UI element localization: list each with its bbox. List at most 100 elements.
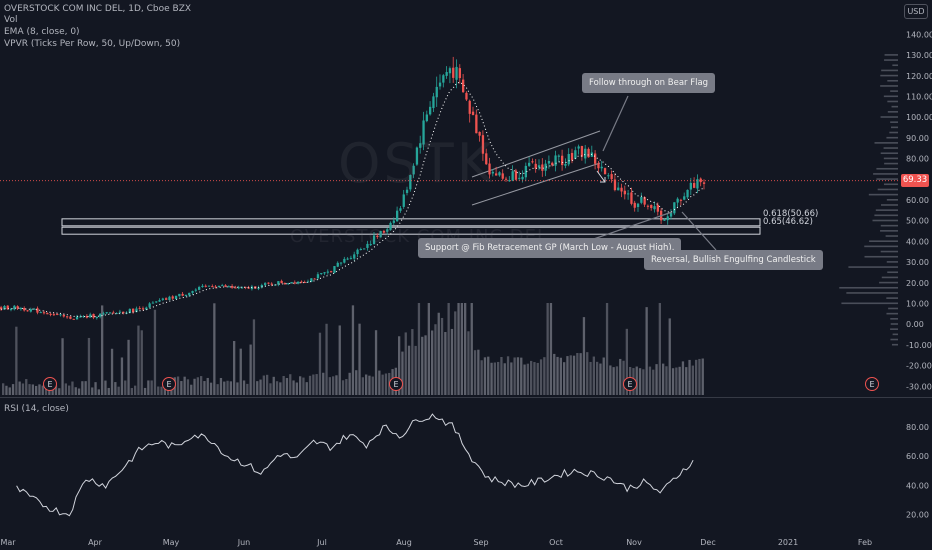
vpvr-row xyxy=(864,255,898,258)
candle-body xyxy=(260,284,263,288)
candle-body xyxy=(435,86,438,98)
rsi-legend: RSI (14, close) xyxy=(4,404,69,414)
vpvr-row xyxy=(886,136,898,139)
volume-bar xyxy=(325,323,328,395)
vpvr-row xyxy=(881,276,898,279)
candle-body xyxy=(231,286,234,288)
volume-bar xyxy=(186,379,190,395)
volume-bar xyxy=(143,387,147,395)
candle-body xyxy=(122,311,125,314)
vpvr-row xyxy=(890,318,898,320)
vpvr-row xyxy=(890,90,898,92)
volume-bar xyxy=(180,381,183,395)
candle-body xyxy=(518,177,521,179)
candle-body xyxy=(399,208,402,211)
candle-body xyxy=(300,281,303,283)
candle-body xyxy=(475,114,478,134)
volume-bar xyxy=(487,356,490,395)
volume-bar xyxy=(401,351,404,395)
candle-body xyxy=(683,196,686,200)
candle-body xyxy=(198,287,201,290)
candle-body xyxy=(277,281,280,285)
candle-body xyxy=(138,308,141,310)
volume-bar xyxy=(553,353,556,395)
candle-body xyxy=(686,189,689,198)
candle-body xyxy=(541,164,544,171)
volume-bar xyxy=(91,387,94,395)
volume-bar xyxy=(256,381,259,395)
volume-bar xyxy=(285,378,289,395)
candle-body xyxy=(293,282,296,284)
volume-bar xyxy=(510,362,513,395)
price-tick-label: 130.00 xyxy=(906,51,932,60)
candle-body xyxy=(316,274,320,279)
volume-bar xyxy=(104,380,107,395)
price-tick-label: 60.00 xyxy=(906,196,929,205)
candle-body xyxy=(339,262,343,264)
volume-bar xyxy=(279,382,282,395)
candle-body xyxy=(623,190,626,195)
candle-body xyxy=(62,314,65,317)
volume-bar xyxy=(427,303,430,395)
volume-bar xyxy=(404,332,407,395)
earnings-marker xyxy=(389,377,403,391)
volume-bar xyxy=(539,359,543,395)
pane-separator[interactable] xyxy=(0,397,932,398)
candle-body xyxy=(465,92,468,100)
candle-body xyxy=(382,230,386,233)
volume-bars xyxy=(2,303,704,395)
volume-bar xyxy=(54,385,58,395)
candle-body xyxy=(244,286,247,288)
candle-body xyxy=(396,210,399,222)
volume-bar xyxy=(688,359,691,395)
volume-bar xyxy=(282,376,285,395)
candle-body xyxy=(557,155,560,157)
candle-body xyxy=(108,312,112,314)
candle-body xyxy=(432,96,435,109)
volume-bar xyxy=(470,303,473,395)
volume-bar xyxy=(638,368,642,395)
volume-bar xyxy=(157,386,160,395)
candle-body xyxy=(372,235,376,245)
vpvr-row xyxy=(885,235,898,237)
volume-bar xyxy=(289,374,292,395)
earnings-marker-label: E xyxy=(47,380,52,389)
volume-bar xyxy=(549,303,553,395)
volume-bar xyxy=(206,377,209,395)
earnings-marker xyxy=(865,377,879,391)
candle-body xyxy=(613,179,617,191)
candle-body xyxy=(669,212,673,217)
candle-body xyxy=(610,174,613,180)
callout-pointer-bear xyxy=(602,95,629,152)
candle-body xyxy=(607,175,610,177)
candle-body xyxy=(696,179,699,189)
candle-body xyxy=(0,307,3,310)
candle-body xyxy=(42,312,46,314)
volume-bar xyxy=(678,366,681,395)
candle-body xyxy=(438,82,442,87)
volume-bar xyxy=(252,319,256,395)
volume-bar xyxy=(437,312,440,395)
volume-bar xyxy=(312,374,315,395)
volume-bar xyxy=(77,388,81,395)
vpvr-row xyxy=(884,54,898,56)
volume-bar xyxy=(209,382,213,395)
volume-bar xyxy=(503,363,506,395)
candle-body xyxy=(66,316,69,318)
vpvr-row xyxy=(887,79,898,82)
candle-body xyxy=(82,316,85,318)
currency-button[interactable]: USD xyxy=(904,4,928,19)
fib-618-label: 0.618(50.66) xyxy=(763,209,819,219)
volume-bar xyxy=(658,303,661,395)
candle-body xyxy=(151,302,155,304)
candle-body xyxy=(145,307,148,310)
volume-bar xyxy=(546,303,549,395)
candle-body xyxy=(320,273,323,275)
flag-arrow xyxy=(596,170,606,183)
rsi-tick-label: 60.00 xyxy=(906,452,929,461)
volume-bar xyxy=(371,376,374,395)
vpvr-row xyxy=(890,323,898,325)
vpvr-row xyxy=(884,162,898,165)
volume-bar xyxy=(374,330,378,395)
